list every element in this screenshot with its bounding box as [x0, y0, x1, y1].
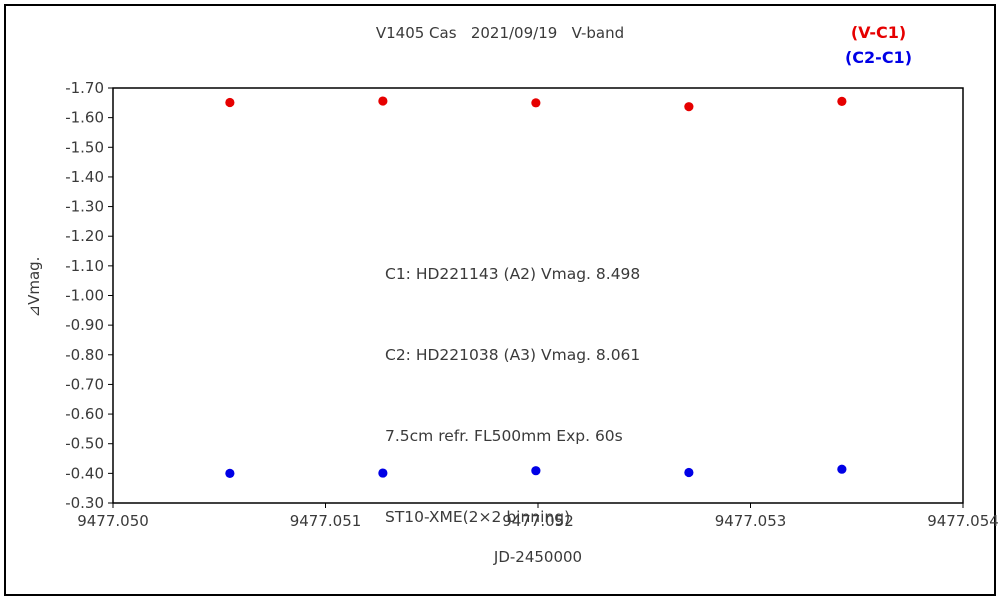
y-tick-label: -0.50 — [65, 435, 104, 453]
y-tick-label: -0.70 — [65, 375, 104, 393]
x-tick-label: 9477.051 — [290, 512, 362, 530]
y-tick-label: -0.40 — [65, 464, 104, 482]
y-tick-label: -0.30 — [65, 494, 104, 512]
x-axis-label: JD-2450000 — [493, 548, 583, 566]
annotation-line-4: ST10-XME(2×2 binning) — [385, 508, 571, 526]
data-point-v-c1 — [837, 96, 847, 106]
data-point-c2-c1 — [684, 467, 694, 478]
annotation-block: C1: HD221143 (A2) Vmag. 8.498 C2: HD2210… — [385, 207, 640, 585]
annotation-line-3: 7.5cm refr. FL500mm Exp. 60s — [385, 427, 623, 445]
data-point-c2-c1 — [837, 464, 847, 474]
y-tick-label: -1.50 — [65, 138, 104, 156]
y-tick-label: -1.00 — [65, 287, 104, 305]
data-point-c2-c1 — [531, 466, 541, 476]
x-tick-label: 9477.052 — [502, 512, 574, 530]
data-point-v-c1 — [531, 98, 541, 108]
annotation-line-1: C1: HD221143 (A2) Vmag. 8.498 — [385, 265, 641, 283]
chart-legend: (V-C1) (C2-C1) — [845, 20, 912, 70]
y-tick-label: -1.70 — [65, 79, 104, 97]
y-tick-label: -0.60 — [65, 405, 104, 423]
data-point-v-c1 — [225, 97, 235, 108]
y-tick-label: -1.20 — [65, 227, 104, 245]
y-tick-label: -1.40 — [65, 168, 104, 186]
chart-title: V1405 Cas 2021/09/19 V-band — [375, 24, 625, 42]
legend-item-c2-c1: (C2-C1) — [844, 48, 912, 67]
y-tick-label: -1.30 — [65, 198, 104, 216]
data-point-v-c1 — [684, 102, 694, 112]
x-tick-label: 9477.053 — [715, 512, 787, 530]
y-tick-label: -0.80 — [65, 346, 104, 364]
x-tick-label: 9477.050 — [77, 512, 149, 530]
y-tick-label: -1.10 — [65, 257, 104, 275]
legend-item-v-c1: (V-C1) — [850, 23, 907, 42]
y-tick-label: -0.90 — [65, 316, 104, 334]
y-tick-label: -1.60 — [65, 109, 104, 127]
data-point-c2-c1 — [225, 468, 235, 478]
annotation-line-2: C2: HD221038 (A3) Vmag. 8.061 — [385, 346, 641, 364]
data-point-v-c1 — [378, 96, 388, 106]
data-point-c2-c1 — [378, 468, 388, 478]
x-tick-label: 9477.054 — [927, 512, 999, 530]
